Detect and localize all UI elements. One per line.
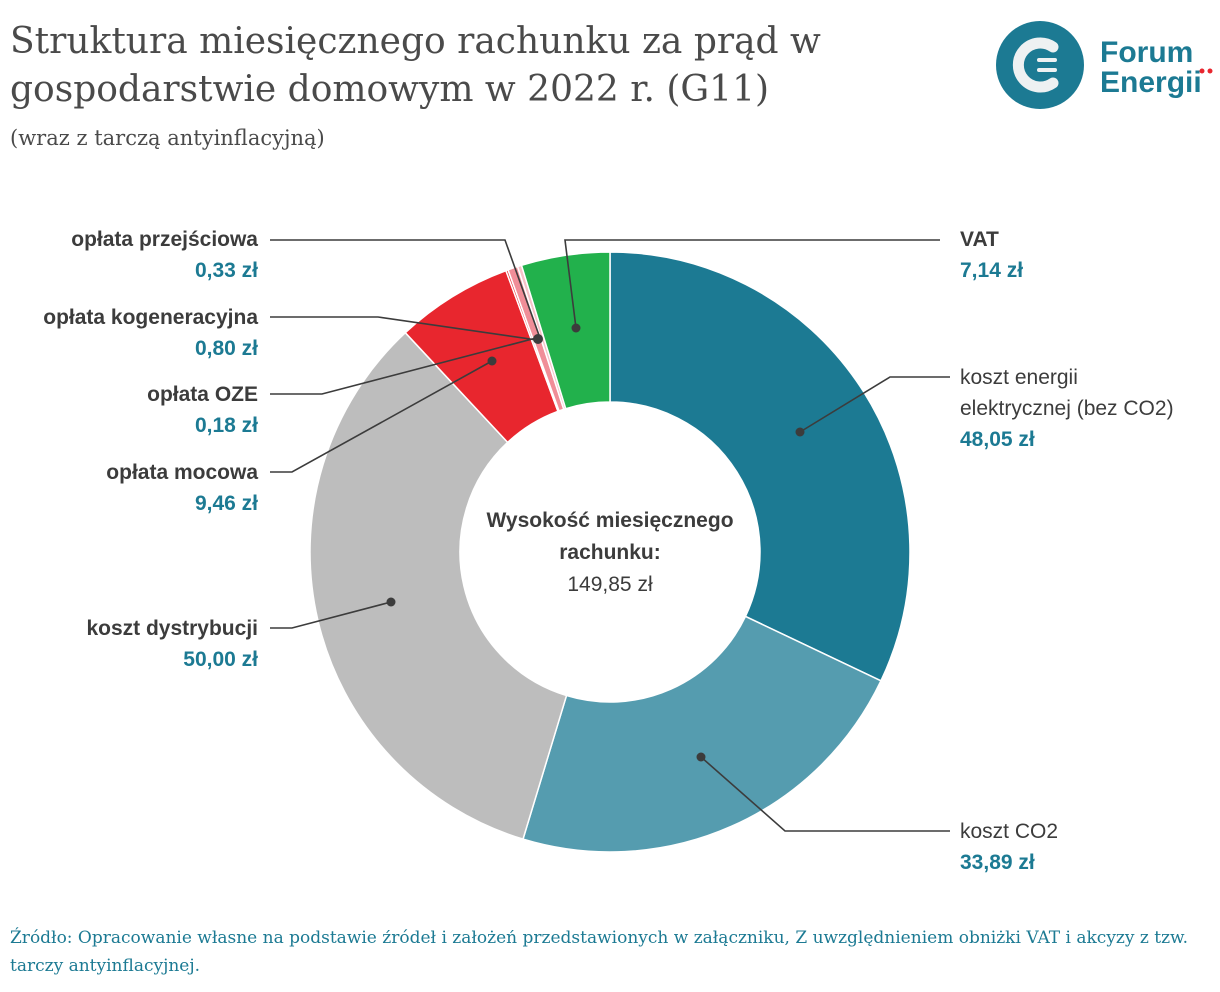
dot-co2 — [696, 752, 706, 762]
slice-7 — [520, 251, 611, 410]
label-mocowa: opłata mocowa 9,46 zł — [106, 461, 258, 515]
chart-subtitle: (wraz z tarczą antyinflacyjną) — [10, 126, 325, 150]
leader-line-mocowa — [270, 360, 493, 473]
label-przejsciowa: opłata przejściowa 0,33 zł — [71, 228, 258, 282]
label-vat: VAT 7,14 zł — [960, 228, 1024, 282]
center-label: Wysokość miesięcznego rachunku: — [486, 509, 734, 564]
center-value: 149,85 zł — [567, 573, 653, 596]
chart-header: Struktura miesięcznego rachunku za prąd … — [10, 18, 985, 152]
svg-text:Energii: Energii — [1100, 66, 1202, 99]
label-dystrybucji: koszt dystrybucji 50,00 zł — [86, 617, 258, 671]
slice-2 — [309, 331, 568, 841]
label-oze: opłata OZE 0,18 zł — [147, 383, 258, 437]
leader-line-vat — [564, 239, 940, 329]
label-co2: koszt CO2 33,89 zł — [960, 820, 1059, 874]
dot-energia — [795, 427, 805, 437]
dot-mocowa — [487, 356, 497, 366]
leader-line-kogeneracyjna — [270, 316, 538, 341]
label-energia: koszt energii elektrycznej (bez CO2) 48,0… — [960, 366, 1174, 451]
svg-text:Forum: Forum — [1100, 36, 1193, 69]
source-note: Źródło: Opracowanie własne na podstawie … — [10, 928, 1188, 976]
leader-line-przejsciowa — [270, 239, 541, 339]
slice-0 — [609, 251, 911, 682]
leader-line-dystrybucji — [270, 601, 392, 629]
leader-line-oze — [270, 336, 541, 395]
center-total: Wysokość miesięcznego rachunku: 149,85 z… — [460, 505, 760, 601]
label-kogeneracyjna: opłata kogeneracyjna 0,80 zł — [43, 306, 258, 360]
dot-dystrybucji — [386, 597, 396, 607]
leader-line-co2 — [700, 756, 950, 832]
dot-vat — [571, 323, 581, 333]
slice-1 — [522, 615, 882, 853]
leader-lines — [270, 239, 950, 832]
dot-small-slices — [533, 334, 543, 344]
chart-title: Struktura miesięcznego rachunku za prąd … — [10, 21, 821, 110]
leader-dots — [386, 323, 805, 762]
leader-line-energia — [799, 376, 950, 433]
forum-energii-logo: Forum Energii — [996, 21, 1213, 109]
